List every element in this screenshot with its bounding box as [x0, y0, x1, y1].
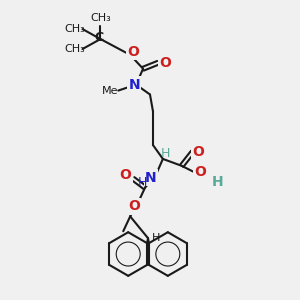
Text: O: O: [119, 168, 131, 182]
Text: H: H: [137, 176, 147, 189]
Text: O: O: [127, 45, 139, 59]
Text: CH₃: CH₃: [64, 24, 85, 34]
Text: O: O: [159, 56, 171, 70]
Text: O: O: [128, 200, 140, 214]
Text: CH₃: CH₃: [64, 44, 85, 54]
Text: C: C: [94, 31, 103, 44]
Text: O: O: [195, 165, 206, 179]
Text: N: N: [145, 171, 157, 185]
Text: CH₃: CH₃: [90, 13, 111, 23]
Text: N: N: [128, 78, 140, 92]
Text: H: H: [212, 175, 223, 189]
Text: H: H: [161, 148, 170, 160]
Text: Me: Me: [102, 85, 119, 96]
Text: H: H: [152, 233, 160, 243]
Text: O: O: [193, 145, 205, 159]
